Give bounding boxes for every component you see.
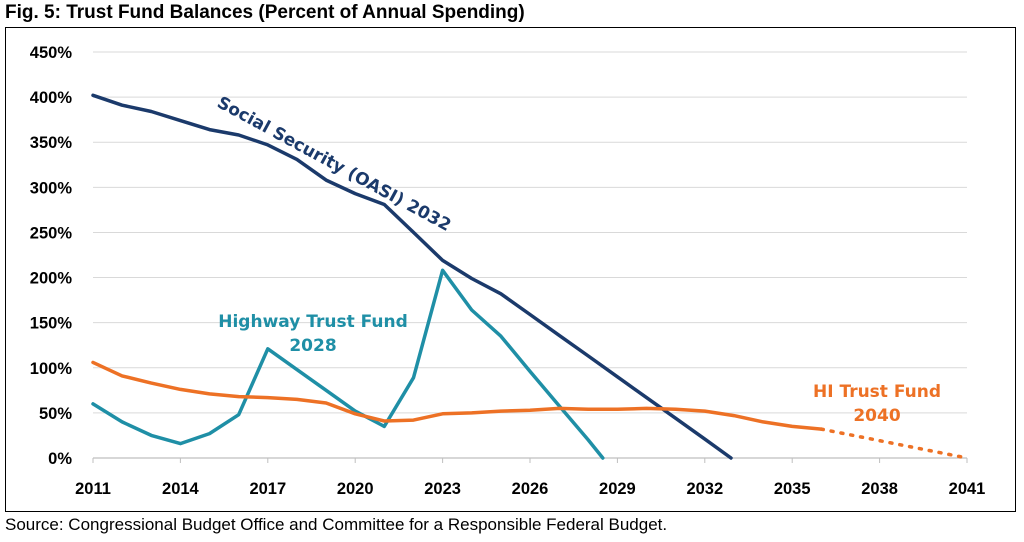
- x-tick-labels: 2011 2014 2017 2020 2023 2026 2029 2032 2035 2038…: [75, 480, 985, 498]
- annotation-highway-line-2: 2028: [289, 336, 336, 356]
- x-tick-label: 2041: [949, 480, 986, 498]
- y-tick-label: 300%: [30, 179, 73, 197]
- y-tick-label: 50%: [39, 405, 72, 423]
- x-tick-label: 2014: [162, 480, 200, 498]
- chart-title: Fig. 5: Trust Fund Balances (Percent of …: [5, 2, 525, 23]
- source-note: Source: Congressional Budget Office and …: [5, 515, 668, 534]
- y-tick-label: 150%: [30, 315, 73, 333]
- y-tick-label: 200%: [30, 270, 73, 288]
- series-line-hi: [91, 360, 824, 431]
- x-tick-label: 2011: [75, 480, 111, 498]
- y-tick-label: 400%: [30, 89, 73, 107]
- x-tick-label: 2017: [249, 480, 286, 498]
- chart-frame: [5, 27, 1016, 512]
- x-tick-label: 2035: [774, 480, 811, 498]
- annotation-highway-line-1: Highway Trust Fund: [218, 312, 408, 332]
- x-tick-label: 2020: [337, 480, 374, 498]
- y-tick-label: 350%: [30, 134, 73, 152]
- x-tick-label: 2026: [512, 480, 549, 498]
- series-line-oasi: [91, 93, 733, 460]
- y-tick-label: 0%: [48, 450, 72, 468]
- x-tick-label: 2038: [861, 480, 898, 498]
- x-tick-label: 2023: [424, 480, 461, 498]
- y-tick-labels: 0% 50% 100% 150% 200% 250% 300% 350% 400% 450%: [30, 44, 73, 468]
- axes: [92, 457, 968, 463]
- annotation-hi-line-2: 2040: [853, 406, 900, 426]
- series-projection-hi: [819, 427, 969, 460]
- series-line-highway: [91, 268, 605, 460]
- annotation-oasi: Social Security (OASI) 2032: [214, 93, 455, 236]
- series-lines: [91, 93, 969, 460]
- y-tick-label: 450%: [30, 44, 73, 62]
- x-tick-label: 2029: [599, 480, 636, 498]
- y-tick-label: 100%: [30, 360, 73, 378]
- annotation-hi-line-1: HI Trust Fund: [813, 382, 941, 402]
- y-tick-label: 250%: [30, 224, 73, 242]
- x-tick-label: 2032: [686, 480, 723, 498]
